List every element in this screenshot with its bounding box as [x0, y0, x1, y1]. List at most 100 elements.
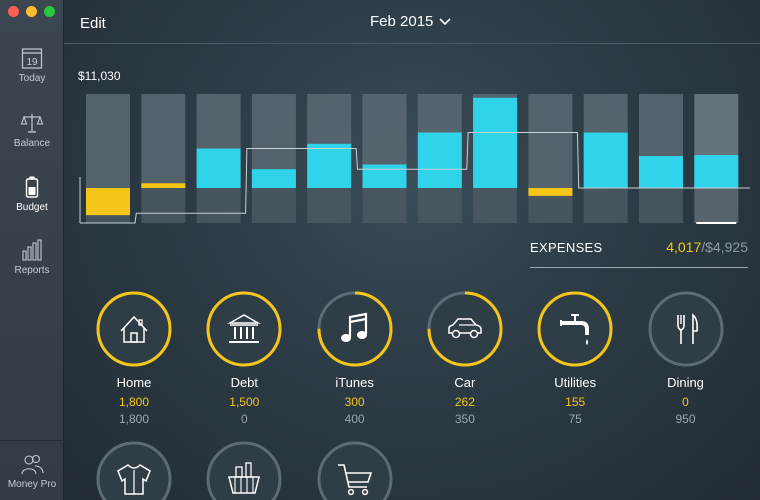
bar-track-lower	[141, 188, 186, 223]
bar-track-lower	[417, 188, 462, 223]
bar-track-upper	[528, 94, 573, 188]
expenses-total: /$4,925	[701, 239, 748, 255]
minimize-window-button[interactable]	[26, 6, 37, 17]
category-progress-ring	[317, 291, 393, 367]
car-icon	[448, 318, 482, 339]
category-budget: 350	[454, 412, 475, 426]
category-ring-track	[206, 441, 282, 500]
bar-track-lower	[694, 188, 739, 223]
fork-knife-icon	[676, 313, 698, 344]
expenses-label: EXPENSES	[530, 240, 603, 255]
chart-max-label: $11,030	[78, 69, 121, 83]
month-label: Feb 2015	[370, 13, 434, 30]
category-item[interactable]	[189, 439, 299, 500]
chart-bar	[694, 155, 739, 188]
expenses-value: 4,017/$4,925	[666, 239, 748, 255]
sidebar-item-balance[interactable]: Balance	[0, 111, 64, 149]
calendar-day: 19	[26, 57, 38, 68]
category-ring	[648, 291, 723, 367]
battery-icon	[25, 176, 39, 198]
category-spent: 300	[344, 395, 365, 409]
category-name: Debt	[230, 375, 259, 390]
category-ring	[206, 291, 282, 367]
category-item[interactable]: iTunes 300 400	[300, 289, 410, 426]
chart-bar	[528, 188, 573, 196]
category-progress-ring	[427, 291, 503, 367]
category-name: iTunes	[335, 375, 374, 390]
category-progress-ring	[537, 291, 613, 367]
category-progress-ring	[96, 291, 172, 367]
sidebar-item-reports[interactable]: Reports	[0, 238, 64, 276]
category-budget: 1,800	[118, 412, 150, 426]
chevron-down-icon	[439, 17, 451, 25]
category-item[interactable]	[79, 439, 189, 500]
calendar-icon: 19	[21, 48, 43, 69]
budget-line	[80, 132, 750, 224]
category-item[interactable]: Car 262 350	[410, 289, 520, 426]
category-item[interactable]: Dining 0 950	[631, 289, 741, 426]
category-ring-track	[648, 291, 723, 367]
users-icon	[21, 454, 44, 475]
grocery-basket-icon	[228, 462, 261, 494]
edit-button[interactable]: Edit	[80, 15, 106, 32]
shirt-icon	[117, 464, 151, 495]
sidebar-item-label: Reports	[14, 265, 50, 276]
category-ring	[96, 441, 172, 500]
expenses-spent: 4,017	[666, 239, 702, 255]
category-ring	[96, 291, 172, 367]
bar-track-lower	[362, 188, 407, 223]
house-icon	[120, 315, 148, 343]
sidebar-item-label: Today	[18, 73, 46, 84]
category-name: Utilities	[554, 375, 597, 390]
budget-chart-svg	[79, 94, 750, 224]
category-ring	[537, 291, 613, 367]
top-bar: Edit Feb 2015	[64, 0, 760, 44]
category-name: Car	[454, 375, 476, 390]
close-window-button[interactable]	[8, 6, 19, 17]
chart-bar	[307, 143, 352, 188]
chart-bar	[639, 156, 683, 188]
category-ring	[206, 441, 282, 500]
sidebar-footer[interactable]: Money Pro	[0, 452, 64, 490]
chart-bar	[362, 164, 407, 188]
category-spent: 1,800	[118, 395, 150, 409]
budget-chart: $11,030	[64, 60, 760, 230]
category-ring-track	[317, 441, 393, 500]
category-budget: 0	[240, 412, 248, 426]
category-item[interactable]	[300, 439, 410, 500]
category-ring	[317, 291, 393, 367]
chart-bar	[141, 183, 186, 188]
shopping-cart-icon	[337, 464, 372, 496]
category-budget: 400	[344, 412, 365, 426]
sidebar-divider	[0, 440, 64, 441]
sidebar: 19 Today Balance Budget Reports	[0, 0, 64, 500]
chart-bar	[196, 148, 241, 188]
faucet-icon	[560, 314, 590, 345]
sidebar-footer-label: Money Pro	[7, 479, 57, 490]
sidebar-item-label: Balance	[13, 138, 51, 149]
sidebar-item-budget[interactable]: Budget	[0, 175, 64, 213]
category-name: Dining	[667, 375, 704, 390]
category-spent: 262	[454, 395, 475, 409]
bar-track-upper	[86, 94, 130, 188]
chart-bar	[251, 169, 296, 188]
category-ring	[427, 291, 503, 367]
current-month-marker	[696, 222, 737, 224]
sidebar-item-label: Budget	[16, 202, 48, 213]
bar-chart-icon	[22, 239, 42, 261]
category-spent: 1,500	[229, 395, 260, 409]
zoom-window-button[interactable]	[44, 6, 55, 17]
category-budget: 75	[568, 412, 582, 426]
category-item[interactable]: Utilities 155 75	[520, 289, 630, 426]
bank-icon	[227, 314, 262, 343]
category-spent: 155	[565, 395, 586, 409]
music-note-icon	[340, 312, 367, 342]
month-selector[interactable]: Feb 2015	[370, 13, 451, 30]
category-item[interactable]: Debt 1,500 0	[189, 289, 299, 426]
main-panel: Edit Feb 2015 $11,030 EXPENSES 4,017/$4,…	[64, 0, 760, 500]
category-item[interactable]: Home 1,800 1,800	[79, 289, 189, 426]
sidebar-item-today[interactable]: 19 Today	[0, 46, 64, 84]
category-spent: 0	[682, 395, 689, 409]
chart-bar	[86, 188, 130, 216]
category-name: Home	[116, 375, 152, 390]
